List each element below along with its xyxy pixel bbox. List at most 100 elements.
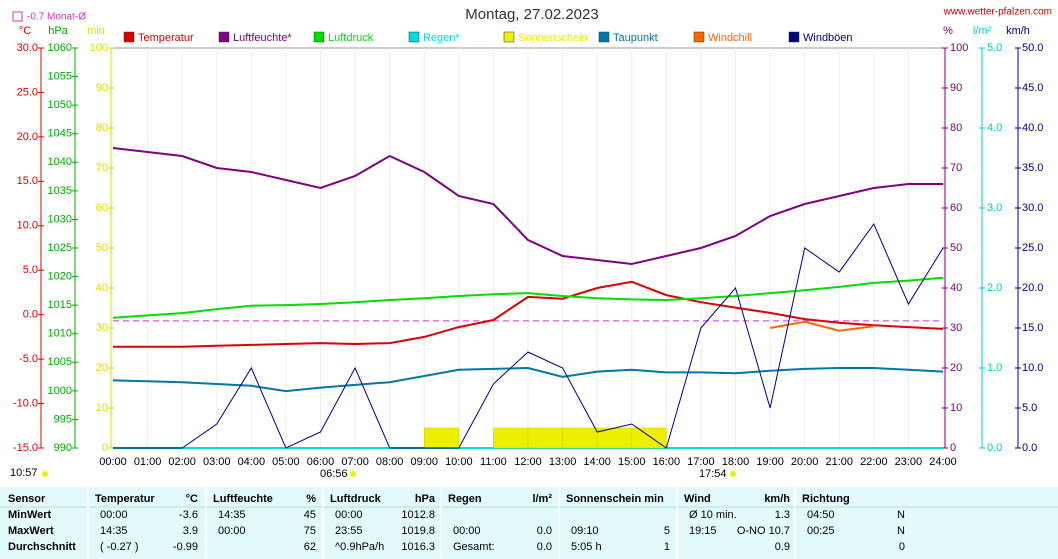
y-tick-label: 1055 [48,70,72,82]
table-cell: 00:00 [453,525,481,537]
table-cell: Luftdruck [330,493,382,505]
y-tick-label: 1015 [48,299,72,311]
y-tick-label: 5.0 [23,264,38,276]
table-cell: km/h [764,493,790,505]
table-cell: Ø 10 min. [689,509,737,521]
table-cell: 5:05 h [571,541,602,553]
table-cell: 19:15 [689,525,717,537]
table-cell: 14:35 [218,509,246,521]
axis-unit: km/h [1006,25,1030,37]
table-cell: 3.9 [183,525,198,537]
table-cell: Regen [448,493,482,505]
y-tick-label: 20 [950,362,962,374]
y-tick-label: 5.0 [987,42,1002,54]
legend-label: Regen* [423,32,460,44]
y-tick-label: 60 [950,202,962,214]
table-cell: ( -0.27 ) [100,541,139,553]
chart-title: Montag, 27.02.2023 [465,6,598,23]
axis-unit: min [87,25,105,37]
y-tick-label: 1040 [48,156,72,168]
axis-unit: °C [19,25,31,37]
x-tick-label: 01:00 [134,456,162,468]
y-tick-label: 70 [96,162,108,174]
sun-icon [350,471,356,477]
y-tick-label: 1010 [48,328,72,340]
table-cell: 45 [304,509,316,521]
y-tick-label: 1025 [48,242,72,254]
y-tick-label: 1030 [48,213,72,225]
y-tick-label: 35.0 [1022,162,1043,174]
y-tick-label: 30.0 [17,42,38,54]
sun-bar [424,427,460,449]
x-tick-label: 04:00 [238,456,266,468]
series-line [112,276,944,319]
y-tick-label: 50 [96,242,108,254]
table-cell: -0.99 [173,541,198,553]
y-tick-label: 80 [950,122,962,134]
table-cell: Luftfeuchte [213,493,273,505]
y-tick-label: 100 [950,42,968,54]
table-cell: 00:00 [100,509,128,521]
y-tick-label: 30.0 [1022,202,1043,214]
y-tick-label: 1.0 [987,362,1002,374]
y-tick-label: 15.0 [17,175,38,187]
table-cell: 0.0 [537,541,552,553]
table-cell: 14:35 [100,525,128,537]
table-cell: 00:00 [218,525,246,537]
y-tick-label: 60 [96,202,108,214]
table-cell: 62 [304,541,316,553]
y-tick-label: -10.0 [13,397,38,409]
legend-swatch [503,31,515,43]
table-cell: N [897,509,905,521]
legend-label: Taupunkt [613,32,658,44]
y-tick-label: 15.0 [1022,322,1043,334]
legend-label: Luftdruck [328,32,374,44]
x-tick-label: 19:00 [756,456,784,468]
series-line [113,280,944,348]
summary-table: Sensor Temperatur °C Luftfeuchte% Luftdruck h… [0,487,1058,559]
x-tick-label: 09:00 [410,456,438,468]
table-cell: Sonnenschein min [566,493,664,505]
table-cell: N [897,525,905,537]
y-tick-label: 10 [950,402,962,414]
y-tick-label: 1060 [48,42,72,54]
y-tick-label: 100 [90,42,108,54]
y-tick-label: 4.0 [987,122,1002,134]
x-tick-label: 22:00 [860,456,888,468]
y-tick-label: 70 [950,162,962,174]
table-cell: 1019.8 [401,525,435,537]
y-tick-label: 25.0 [1022,242,1043,254]
x-tick-label: 16:00 [653,456,681,468]
table-cell: -3.6 [179,509,198,521]
table-cell: 5 [664,525,670,537]
x-tick-label: 18:00 [722,456,750,468]
x-tick-label: 24:00 [929,456,957,468]
y-tick-label: 995 [54,413,72,425]
series-line [112,147,943,266]
table-cell: O-NO 10.7 [737,525,790,537]
x-tick-label: 03:00 [203,456,231,468]
sun-bar [527,427,563,449]
legend-swatch [123,31,135,43]
sunset: 17:54 [699,468,727,480]
series-line [112,366,944,393]
sun-icon [730,471,736,477]
y-tick-label: 1035 [48,185,72,197]
y-tick-label: 0.0 [1022,442,1037,454]
table-cell: 0.9 [775,541,790,553]
y-tick-label: 1050 [48,99,72,111]
x-tick-label: 21:00 [825,456,853,468]
x-tick-label: 08:00 [376,456,404,468]
table-cell: l/m² [532,493,552,505]
table-cell: 00:25 [807,525,835,537]
y-tick-label: 80 [96,122,108,134]
y-tick-label: 10 [96,402,108,414]
x-tick-label: 05:00 [272,456,300,468]
legend-label: Sonnenschein [518,32,588,44]
table-cell: Wind [684,493,711,505]
x-tick-label: 07:00 [341,456,369,468]
legend-label: Windchill [708,32,752,44]
table-cell: 09:10 [571,525,599,537]
axis-unit: hPa [48,25,68,37]
